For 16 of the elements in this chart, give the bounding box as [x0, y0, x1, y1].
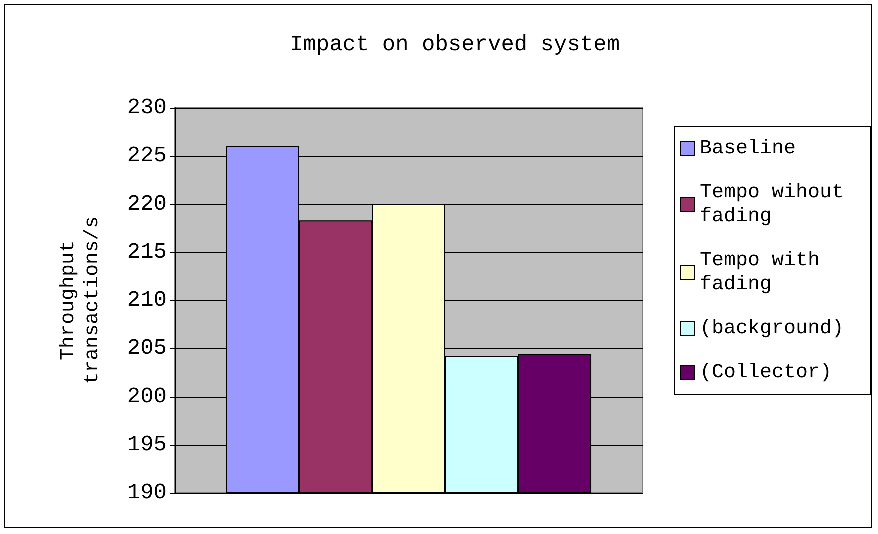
y-tick-label: 190 [127, 480, 167, 506]
y-tick-label: 225 [127, 144, 167, 169]
y-tick-label: 195 [127, 432, 167, 458]
y-tick-label: 230 [127, 96, 167, 120]
y-axis-title: Throughput transactions/s [58, 216, 104, 385]
y-tick-label: 220 [127, 192, 167, 217]
legend-label: Tempo with fading [700, 250, 832, 296]
legend-label: Tempo wihout fading [700, 182, 856, 228]
y-tick-label: 215 [127, 240, 167, 265]
chart-title: Impact on observed system [290, 32, 620, 58]
legend-label: Baseline [700, 138, 796, 160]
legend-label: (Collector) [700, 362, 832, 384]
y-tick-label: 210 [127, 288, 167, 313]
y-tick-label: 205 [127, 336, 167, 362]
legend-label: (background) [700, 318, 844, 340]
y-tick-label: 200 [127, 384, 167, 410]
